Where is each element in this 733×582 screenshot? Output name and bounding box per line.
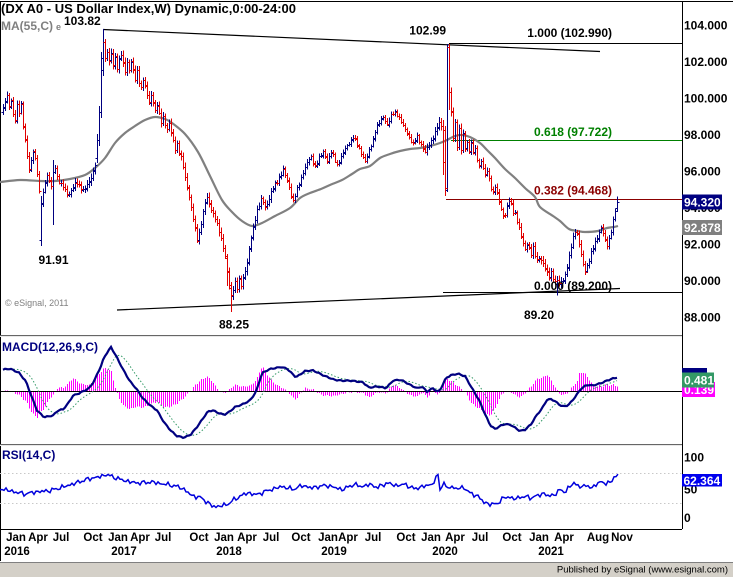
svg-text:MA(55,C): MA(55,C) [1,19,53,33]
svg-text:Oct: Oct [502,532,521,544]
svg-text:Jul: Jul [365,532,382,544]
svg-text:88.25: 88.25 [219,318,249,332]
svg-text:91.91: 91.91 [38,253,68,267]
svg-text:MACD(12,26,9,C): MACD(12,26,9,C) [2,340,98,354]
svg-text:2017: 2017 [111,546,137,558]
svg-text:0.481: 0.481 [684,374,714,388]
svg-text:Jul: Jul [263,532,280,544]
svg-text:1.000 (102.990): 1.000 (102.990) [527,26,612,40]
svg-text:62.364: 62.364 [684,474,721,488]
svg-text:Jan: Jan [108,532,128,544]
svg-text:Apr: Apr [130,532,150,544]
svg-text:92.000: 92.000 [684,238,721,252]
svg-text:100: 100 [684,450,704,464]
svg-text:Jul: Jul [53,532,70,544]
svg-text:Jul: Jul [155,532,172,544]
svg-text:Apr: Apr [28,532,48,544]
svg-text:104.000: 104.000 [684,19,728,33]
svg-text:94.320: 94.320 [684,196,721,210]
svg-text:Jan: Jan [214,532,234,544]
svg-text:Nov: Nov [611,532,633,544]
svg-text:2016: 2016 [4,546,30,558]
svg-text:RSI(14,C): RSI(14,C) [2,448,55,462]
svg-text:(DX A0 - US Dollar Index,W) Dy: (DX A0 - US Dollar Index,W) Dynamic,0:00… [1,1,296,16]
svg-text:2020: 2020 [432,546,458,558]
svg-text:96.000: 96.000 [684,165,721,179]
svg-text:100.000: 100.000 [684,92,728,106]
svg-text:0.382 (94.468): 0.382 (94.468) [534,184,612,198]
svg-text:Jan: Jan [6,532,26,544]
svg-text:Apr: Apr [338,532,358,544]
svg-text:92.878: 92.878 [684,221,721,235]
svg-text:98.000: 98.000 [684,128,721,142]
svg-text:Aug: Aug [587,532,609,544]
svg-text:102.000: 102.000 [684,55,728,69]
svg-text:Oct: Oct [83,532,102,544]
svg-text:e: e [56,22,61,32]
svg-text:Oct: Oct [189,532,208,544]
svg-text:88.000: 88.000 [684,311,721,325]
svg-text:Jan: Jan [318,532,338,544]
svg-text:Oct: Oct [396,532,415,544]
svg-text:Jan: Jan [529,532,549,544]
svg-text:90.000: 90.000 [684,274,721,288]
svg-text:0.618 (97.722): 0.618 (97.722) [534,125,612,139]
svg-text:0.000 (89.200): 0.000 (89.200) [534,279,612,293]
svg-text:Published by eSignal (www.esig: Published by eSignal (www.esignal.com) [557,565,728,576]
svg-text:Apr: Apr [554,532,574,544]
svg-text:Apr: Apr [445,532,465,544]
svg-text:Jan: Jan [421,532,441,544]
svg-text:2021: 2021 [538,546,564,558]
svg-text:103.82: 103.82 [64,14,101,28]
svg-text:Jul: Jul [472,532,489,544]
svg-text:2019: 2019 [321,546,347,558]
svg-text:2018: 2018 [216,546,242,558]
svg-text:89.20: 89.20 [524,308,554,322]
svg-text:102.99: 102.99 [409,24,446,38]
svg-text:0: 0 [684,511,691,525]
svg-text:© eSignal, 2011: © eSignal, 2011 [5,298,69,308]
svg-text:Oct: Oct [291,532,310,544]
svg-text:Apr: Apr [237,532,257,544]
